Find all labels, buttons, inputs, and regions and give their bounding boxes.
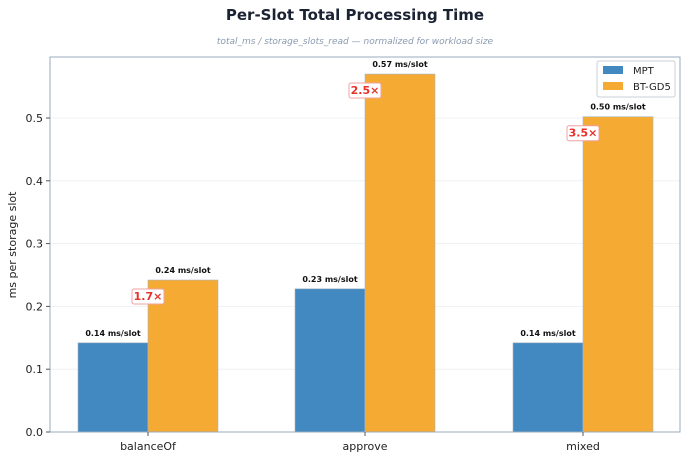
data-label: 0.14 ms/slot [520,329,576,338]
x-tick-label: approve [343,440,388,453]
chart-title: Per-Slot Total Processing Time [226,6,484,24]
bar-mpt-approve [294,288,366,433]
ratio-label: 1.7× [134,290,163,303]
x-tick-label: balanceOf [120,440,177,453]
ratio-badge [566,125,600,142]
data-label: 0.57 ms/slot [372,60,428,69]
bar-bt-gd5-balanceOf [147,279,219,433]
y-tick-label: 0.2 [26,300,44,313]
bar-bt-gd5-mixed [582,116,654,433]
y-axis-label: ms per storage slot [6,191,19,299]
bar-mpt-balanceOf [77,342,149,433]
data-label: 0.50 ms/slot [590,103,646,112]
ratio-label: 3.5× [569,127,598,140]
data-label: 0.23 ms/slot [302,275,358,284]
bar-mpt-mixed [512,342,584,433]
y-tick-label: 0.4 [26,175,44,188]
legend-swatch-bt-gd5 [603,82,623,90]
y-tick-label: 0.5 [26,112,44,125]
legend-swatch-mpt [603,66,623,74]
data-label: 0.14 ms/slot [85,329,141,338]
ratio-badge [131,288,165,305]
ratio-label: 2.5× [351,84,380,97]
chart-subtitle: total_ms / storage_slots_read — normaliz… [217,37,494,47]
legend: MPT BT-GD5 [596,60,676,98]
data-label: 0.24 ms/slot [155,266,211,275]
x-tick-label: mixed [566,440,600,453]
ratio-badge [348,82,382,99]
y-tick-label: 0.1 [26,363,44,376]
legend-label-bt-gd5: BT-GD5 [633,82,671,93]
y-tick-label: 0.3 [26,238,44,251]
bar-bt-gd5-approve [364,73,436,433]
legend-label-mpt: MPT [633,66,655,77]
y-tick-label: 0.0 [26,426,44,439]
